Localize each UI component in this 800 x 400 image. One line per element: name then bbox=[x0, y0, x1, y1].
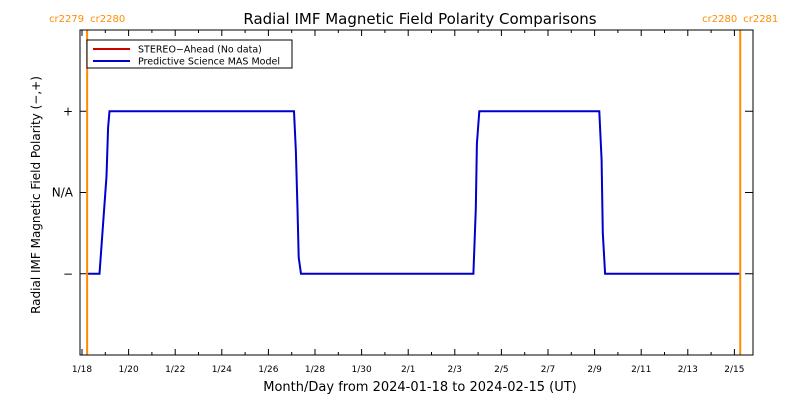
x-tick-label: 2/11 bbox=[631, 365, 651, 375]
legend-label-0: STEREO−Ahead (No data) bbox=[138, 45, 262, 56]
plot-frame bbox=[79, 29, 754, 356]
x-tick-label: 1/18 bbox=[72, 365, 92, 375]
x-tick-label: 1/20 bbox=[118, 365, 138, 375]
y-tick-label: + bbox=[63, 104, 73, 118]
x-tick-label: 2/3 bbox=[448, 365, 462, 375]
series-line-1 bbox=[87, 110, 741, 275]
y-axis-label: Radial IMF Magnetic Field Polarity (−,+) bbox=[29, 76, 43, 314]
legend-label-1: Predictive Science MAS Model bbox=[138, 57, 280, 68]
x-tick-label: 2/5 bbox=[494, 365, 508, 375]
x-tick-label: 2/1 bbox=[401, 365, 415, 375]
legend-box bbox=[86, 39, 293, 69]
y-tick-label: − bbox=[63, 267, 73, 281]
legend: STEREO−Ahead (No data)Predictive Science… bbox=[86, 39, 293, 69]
x-tick-label: 2/15 bbox=[724, 365, 744, 375]
x-tick-label: 2/13 bbox=[678, 365, 698, 375]
x-tick-label: 1/30 bbox=[351, 365, 371, 375]
x-axis-label: Month/Day from 2024-01-18 to 2024-02-15 … bbox=[263, 380, 576, 395]
carrington-label-left: cr2279 bbox=[49, 14, 84, 25]
x-tick-label: 2/7 bbox=[541, 365, 555, 375]
carrington-label-right: cr2281 bbox=[743, 14, 778, 25]
carrington-label-right: cr2280 bbox=[90, 14, 125, 25]
carrington-label-left: cr2280 bbox=[702, 14, 737, 25]
x-tick-label: 2/9 bbox=[587, 365, 602, 375]
chart-title: Radial IMF Magnetic Field Polarity Compa… bbox=[243, 10, 596, 28]
x-tick-label: 1/22 bbox=[165, 365, 185, 375]
x-tick-label: 1/28 bbox=[305, 365, 325, 375]
x-tick-label: 1/26 bbox=[258, 365, 278, 375]
x-tick-label: 1/24 bbox=[212, 365, 232, 375]
y-tick-label: N/A bbox=[52, 186, 74, 200]
